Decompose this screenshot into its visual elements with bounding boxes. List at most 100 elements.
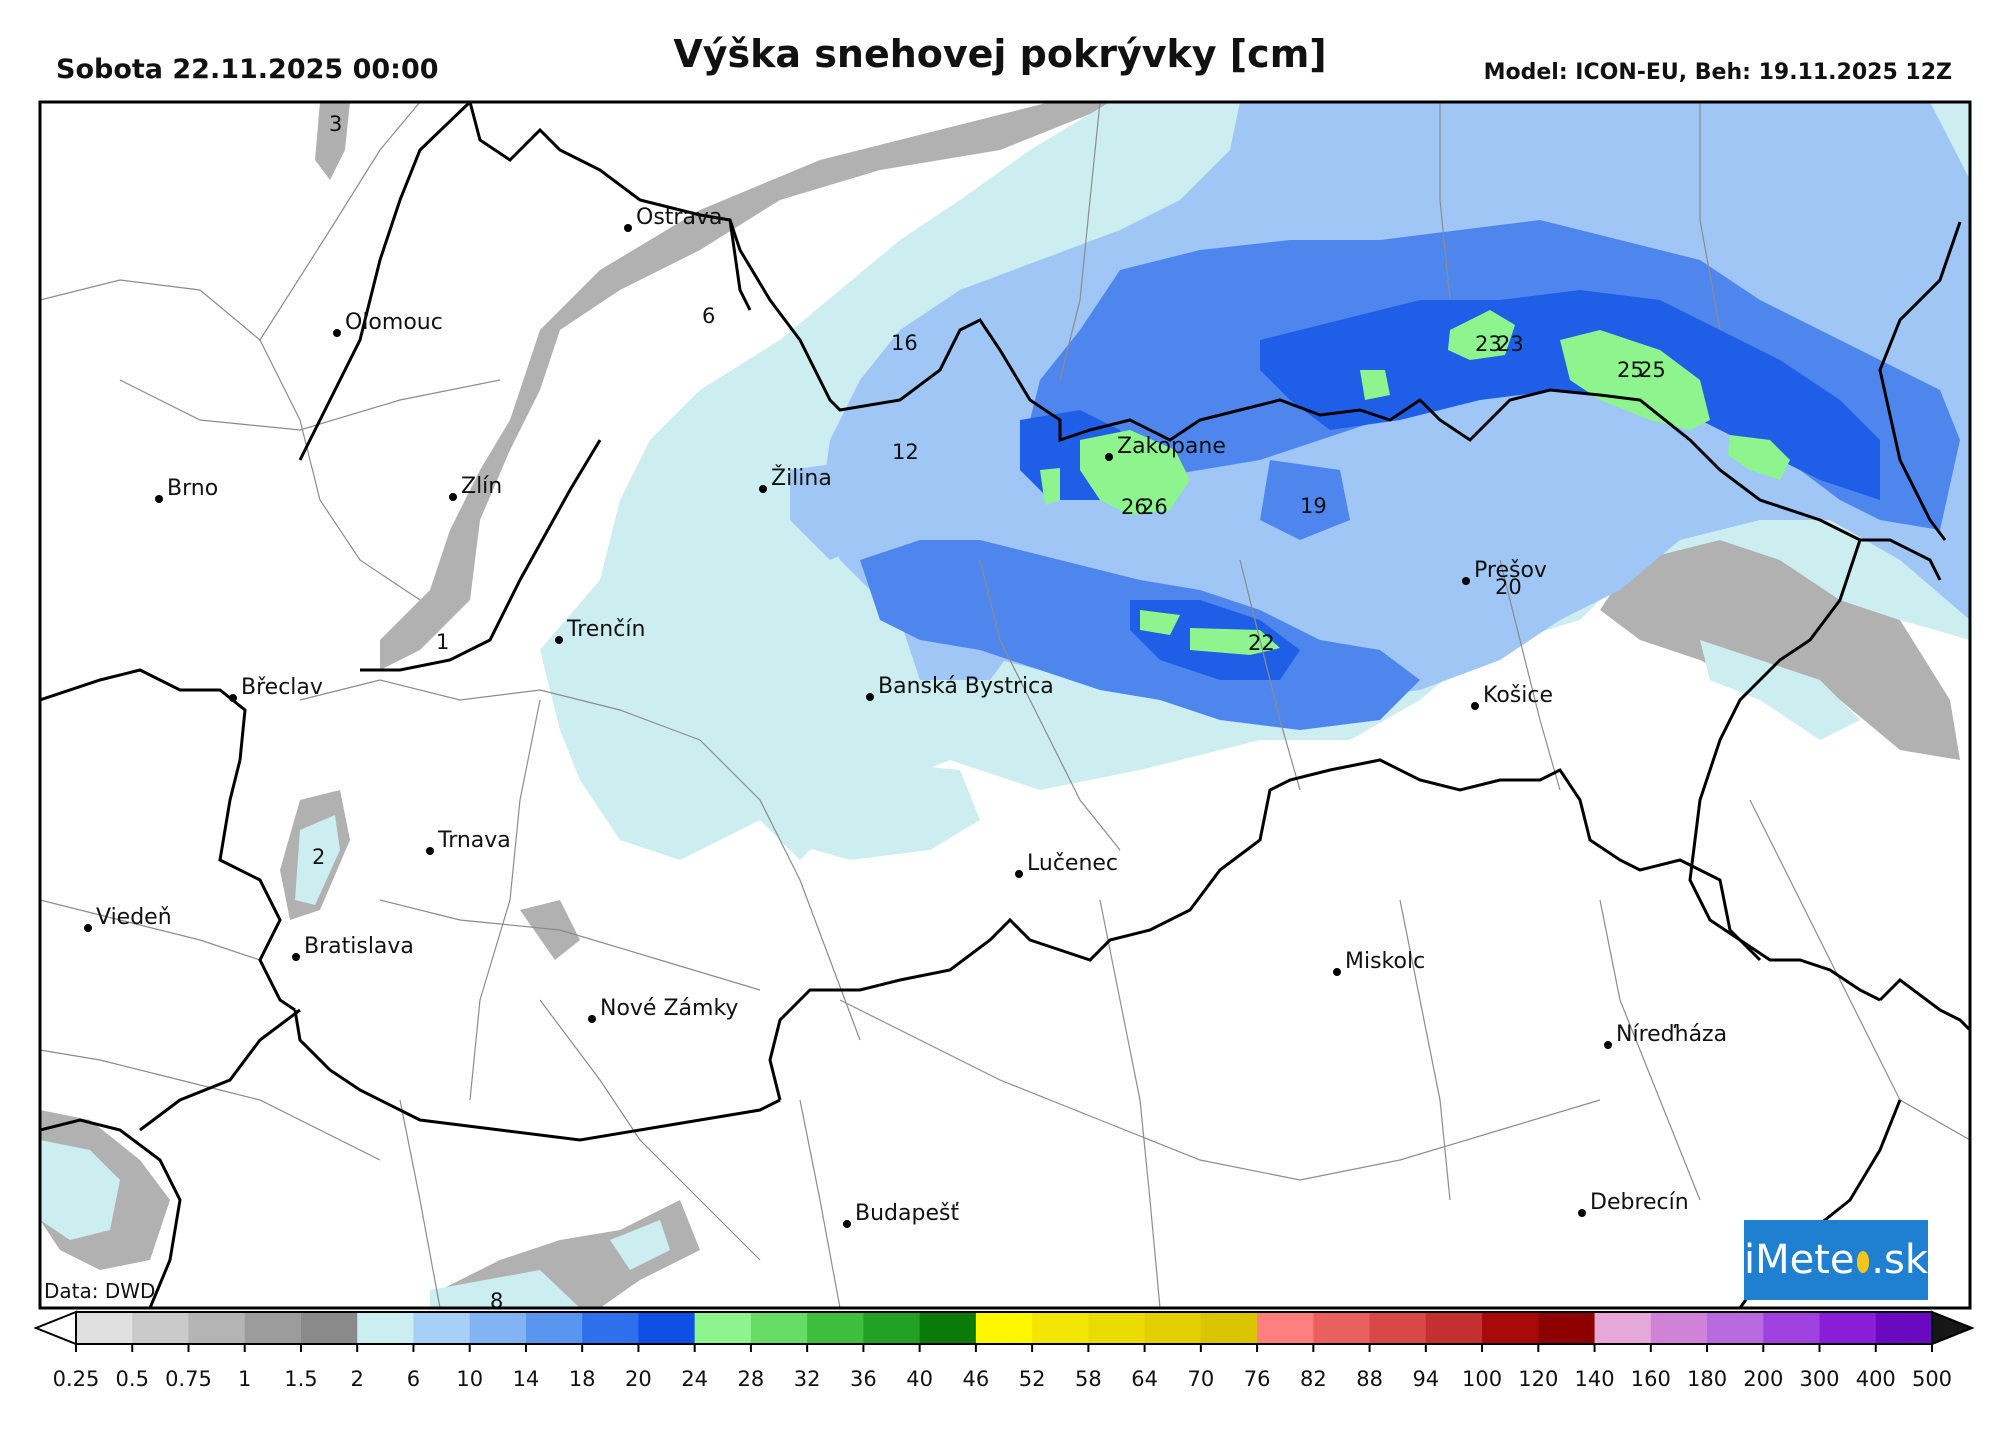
value-label: 25: [1617, 358, 1644, 382]
colorbar-segment: [132, 1312, 189, 1344]
colorbar-segment: [357, 1312, 414, 1344]
colorbar-segment: [244, 1312, 302, 1344]
snow-depth-values: 3 6 16 12 23 23 25 25 26 26 19 20 22 1 2…: [312, 112, 1666, 1313]
colorbar-segment: [1257, 1312, 1314, 1344]
city-lucenec: Lučenec: [1015, 851, 1118, 878]
value-label: 23: [1497, 332, 1524, 356]
colorbar-segment: [1313, 1312, 1371, 1344]
colorbar-tick-label: 46: [963, 1367, 990, 1391]
colorbar-tick-label: 32: [794, 1367, 821, 1391]
colorbar-tick-label: 160: [1631, 1367, 1671, 1391]
city-debrecin: Debrecín: [1578, 1190, 1689, 1217]
city-nove-zamky: Nové Zámky: [588, 996, 738, 1023]
sun-icon: [1856, 1251, 1870, 1273]
city-vieden: Viedeň: [84, 905, 172, 932]
colorbar-segment: [975, 1312, 1033, 1344]
value-label: 6: [702, 304, 715, 328]
colorbar-tick-label: 200: [1743, 1367, 1783, 1391]
value-label: 2: [312, 845, 325, 869]
colorbar-segment: [582, 1312, 639, 1344]
colorbar-segment: [919, 1312, 977, 1344]
colorbar-tick-label: 1: [238, 1367, 251, 1391]
svg-text:Zlín: Zlín: [461, 474, 502, 499]
city-olomouc: Olomouc: [333, 310, 443, 337]
colorbar-tick-label: 1.5: [284, 1367, 317, 1391]
snow-band-green: [1040, 310, 1790, 655]
colorbar-segment: [188, 1312, 246, 1344]
colorbar-tick-label: 76: [1244, 1367, 1271, 1391]
city-zilina: Žilina: [759, 465, 832, 493]
colorbar-segment: [1200, 1312, 1258, 1344]
svg-text:Košice: Košice: [1483, 683, 1553, 708]
colorbar-tick-label: 400: [1856, 1367, 1896, 1391]
colorbar-tick-label: 18: [569, 1367, 596, 1391]
colorbar-tick-label: 14: [513, 1367, 540, 1391]
colorbar-tick-label: 2: [351, 1367, 364, 1391]
svg-text:Lučenec: Lučenec: [1027, 851, 1118, 876]
svg-text:Debrecín: Debrecín: [1590, 1190, 1689, 1215]
value-label: 25: [1639, 358, 1666, 382]
city-presov: Prešov: [1462, 558, 1547, 585]
colorbar-segment: [1144, 1312, 1202, 1344]
colorbar-tick-label: 36: [850, 1367, 877, 1391]
colorbar-tick-label: 82: [1300, 1367, 1327, 1391]
colorbar-tick-label: 100: [1462, 1367, 1502, 1391]
svg-text:Břeclav: Břeclav: [241, 675, 323, 700]
city-banska-bystrica: Banská Bystrica: [866, 674, 1054, 701]
svg-text:Žilina: Žilina: [771, 465, 832, 491]
svg-text:Trenčín: Trenčín: [566, 617, 645, 642]
map-frame: [38, 100, 1972, 1310]
colorbar-tick-label: 88: [1356, 1367, 1383, 1391]
city-bratislava: Bratislava: [292, 934, 414, 961]
city-miskolc: Miskolc: [1333, 949, 1425, 976]
colorbar-tick-label: 140: [1574, 1367, 1614, 1391]
colorbar-frame: [75, 1311, 1933, 1345]
svg-text:Nové Zámky: Nové Zámky: [600, 996, 738, 1021]
svg-text:Níreďháza: Níreďháza: [1616, 1022, 1727, 1047]
colorbar-tick-label: 58: [1075, 1367, 1102, 1391]
city-breclav: Břeclav: [229, 675, 323, 702]
colorbar-segment: [1875, 1312, 1933, 1344]
colorbar-tick-label: 0.75: [165, 1367, 212, 1391]
colorbar-segment: [1819, 1312, 1877, 1344]
svg-text:Ostrava: Ostrava: [636, 205, 722, 230]
colorbar-segment: [863, 1312, 921, 1344]
value-label: 1: [436, 630, 449, 654]
svg-text:Banská Bystrica: Banská Bystrica: [878, 674, 1054, 699]
colorbar-segment: [1707, 1312, 1764, 1344]
colorbar: 0.25 0.5 0.75 1 1.5 2 6 10 14 18 20 24 28 32 36 40 46 52 5…: [33, 1310, 1975, 1391]
city-zakopane: Zakopane: [1105, 434, 1226, 461]
colorbar-segment: [694, 1312, 752, 1344]
svg-text:Olomouc: Olomouc: [345, 310, 443, 335]
colorbar-segment: [525, 1312, 583, 1344]
value-label: 22: [1248, 631, 1275, 655]
colorbar-segment: [807, 1312, 864, 1344]
colorbar-tick-label: 52: [1019, 1367, 1046, 1391]
city-zlin: Zlín: [449, 474, 502, 501]
value-label: 12: [892, 440, 919, 464]
imeteo-logo: iMete .sk: [1744, 1220, 1928, 1300]
city-ostrava: Ostrava: [624, 205, 722, 232]
colorbar-tick-label: 6: [407, 1367, 420, 1391]
colorbar-tick-label: 180: [1687, 1367, 1727, 1391]
city-brno: Brno: [155, 476, 218, 503]
colorbar-segment: [638, 1312, 696, 1344]
value-label: 8: [490, 1289, 503, 1313]
city-trencin: Trenčín: [555, 617, 645, 644]
svg-text:Bratislava: Bratislava: [304, 934, 414, 959]
value-label: 20: [1495, 575, 1522, 599]
colorbar-tick-label: 70: [1187, 1367, 1214, 1391]
svg-text:Budapešť: Budapešť: [855, 1201, 959, 1226]
svg-text:Miskolc: Miskolc: [1345, 949, 1425, 974]
colorbar-segment: [1425, 1312, 1483, 1344]
colorbar-tick-label: 20: [625, 1367, 652, 1391]
colorbar-tick-label: 300: [1799, 1367, 1839, 1391]
map-title: Výška snehovej pokrývky [cm]: [673, 32, 1327, 76]
city-markers: Ostrava Olomouc Brno Zlín Žilina Zakopan…: [84, 205, 1727, 1228]
colorbar-segment: [1482, 1312, 1539, 1344]
city-niredhaza: Níreďháza: [1604, 1022, 1727, 1049]
colorbar-tick-label: 0.5: [116, 1367, 149, 1391]
forecast-date: Sobota 22.11.2025 00:00: [56, 54, 439, 85]
value-label: 26: [1121, 495, 1148, 519]
colorbar-segment: [1088, 1312, 1146, 1344]
